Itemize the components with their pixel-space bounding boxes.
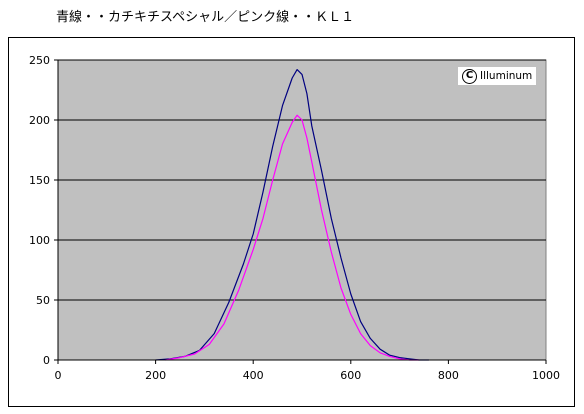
x-tick-label-400: 400 (243, 369, 264, 382)
y-tick-label-250: 250 (29, 54, 50, 67)
x-tick-label-800: 800 (438, 369, 459, 382)
watermark-box: C Illuminum (458, 67, 536, 85)
series-lines (155, 68, 429, 361)
x-tick-label-1000: 1000 (532, 369, 560, 382)
x-tick-label-600: 600 (340, 369, 361, 382)
y-tick-label-100: 100 (29, 234, 50, 247)
x-tick-label-0: 0 (55, 369, 62, 382)
gridlines (58, 59, 546, 301)
y-tick-label-50: 50 (36, 294, 50, 307)
plot-area (57, 59, 547, 361)
tick-labels: 0 50 100 150 200 250 0 200 400 600 800 1000 (29, 54, 560, 382)
series-line-1 (165, 114, 420, 361)
x-tick-label-200: 200 (145, 369, 166, 382)
chart-title: 青線・・カチキチスペシャル／ピンク線・・ＫＬ１ (56, 10, 355, 25)
axes (54, 59, 547, 364)
y-tick-label-200: 200 (29, 114, 50, 127)
copyright-icon: C (462, 68, 477, 84)
y-tick-label-150: 150 (29, 174, 50, 187)
series-line-0 (155, 68, 429, 361)
watermark-text: Illuminum (480, 70, 533, 82)
y-tick-label-0: 0 (43, 354, 50, 367)
